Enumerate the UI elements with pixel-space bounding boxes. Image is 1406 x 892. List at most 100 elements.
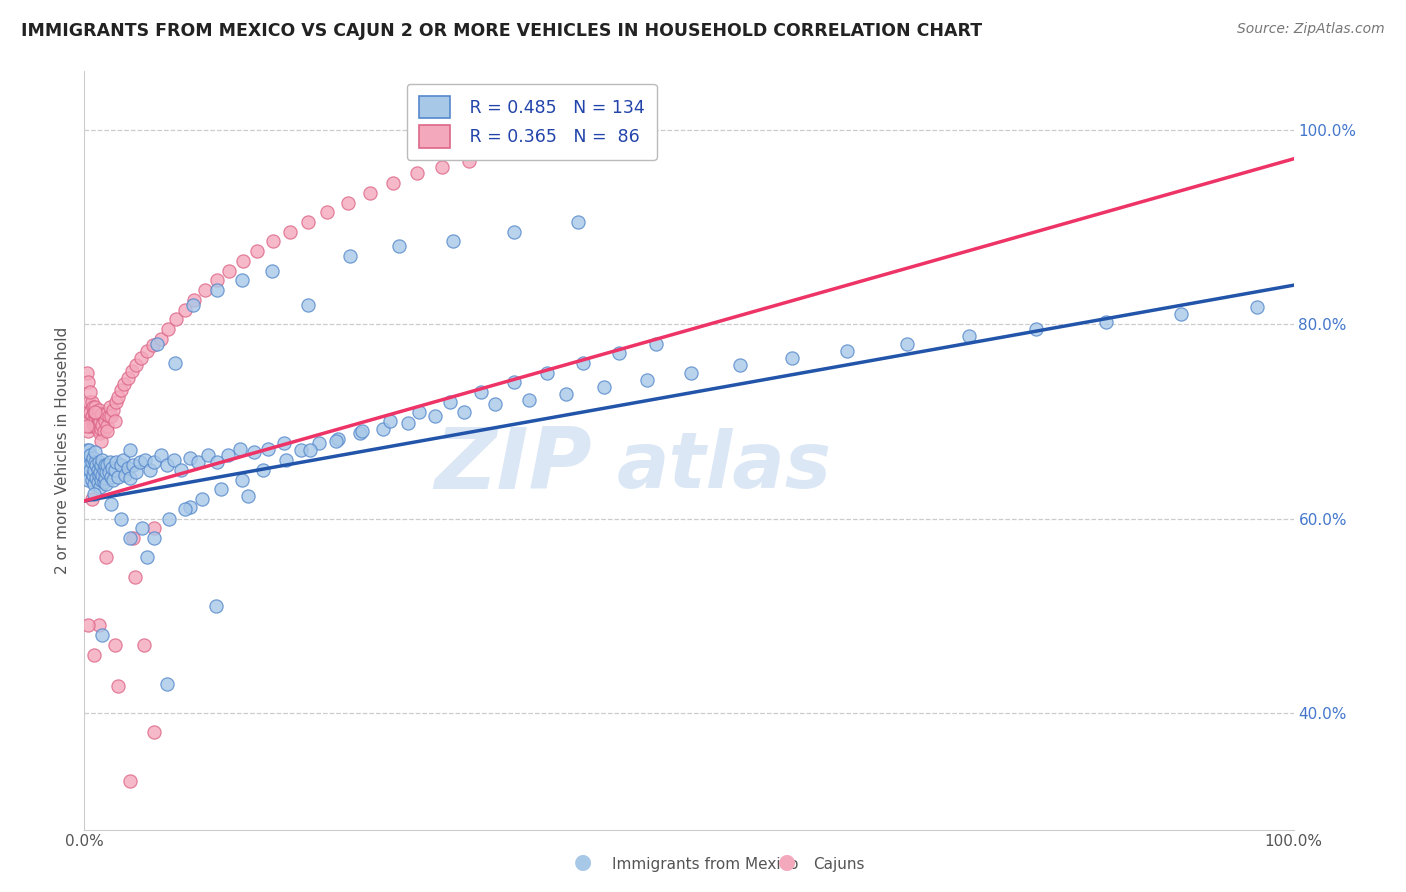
Point (79, 385, 101, 400)
Point (439, 395, 461, 409)
Point (181, 298, 204, 312)
Point (107, 679, 129, 693)
Point (232, 254, 254, 268)
Point (86, 422, 108, 436)
Point (114, 467, 136, 482)
Point (349, 425, 371, 440)
Point (502, 376, 524, 390)
Point (262, 235, 284, 249)
Point (87, 402, 110, 417)
Point (129, 351, 152, 365)
Point (132, 638, 155, 652)
Point (146, 336, 169, 351)
Point (517, 392, 540, 407)
Point (103, 402, 125, 417)
Point (209, 483, 232, 497)
Point (90, 473, 112, 487)
Point (112, 465, 135, 479)
Point (453, 404, 475, 418)
Point (299, 443, 322, 458)
Point (406, 166, 429, 180)
Point (84, 445, 107, 459)
Point (1025, 322, 1047, 336)
Point (77, 414, 100, 428)
Point (328, 432, 350, 446)
Point (76, 366, 98, 380)
Point (607, 346, 630, 360)
Point (124, 570, 146, 584)
Point (157, 511, 180, 525)
Point (308, 435, 330, 450)
Point (636, 374, 658, 388)
Point (125, 358, 148, 372)
Point (457, 153, 479, 168)
Point (138, 463, 160, 477)
Point (91, 418, 114, 433)
Point (396, 416, 419, 430)
Point (103, 473, 125, 487)
Point (94, 458, 117, 472)
Point (101, 461, 124, 475)
Point (84, 455, 107, 469)
Point (190, 491, 212, 506)
Point (93, 475, 115, 489)
Point (82, 414, 104, 428)
Point (84, 400, 107, 414)
Point (83, 648, 105, 662)
Legend:  R = 0.485   N = 134,  R = 0.365   N =  86: R = 0.485 N = 134, R = 0.365 N = 86 (406, 84, 657, 160)
Point (388, 239, 411, 253)
Point (252, 463, 274, 477)
Point (80, 395, 103, 409)
Point (86, 471, 108, 485)
Point (94, 414, 117, 428)
Point (91, 628, 114, 642)
Point (837, 344, 859, 359)
Point (104, 638, 127, 652)
Point (89, 414, 111, 428)
Point (179, 500, 201, 514)
Point (125, 465, 148, 479)
Point (276, 453, 298, 467)
Point (536, 366, 558, 380)
Point (84, 404, 107, 418)
Point (896, 336, 918, 351)
Point (87, 455, 110, 469)
Point (83, 419, 105, 434)
Text: Immigrants from Mexico: Immigrants from Mexico (612, 857, 799, 872)
Point (84, 414, 107, 428)
Point (104, 395, 127, 409)
Point (77, 443, 100, 458)
Point (143, 725, 166, 739)
Point (86, 463, 108, 477)
Text: atlas: atlas (616, 427, 831, 504)
Point (90, 422, 112, 436)
Point (229, 442, 252, 456)
Point (83, 487, 105, 501)
Point (567, 215, 589, 229)
Point (100, 409, 122, 424)
Point (120, 774, 142, 789)
Text: Source: ZipAtlas.com: Source: ZipAtlas.com (1237, 22, 1385, 37)
Point (93, 424, 115, 438)
Point (143, 455, 166, 469)
Point (96, 458, 118, 472)
Point (79, 463, 101, 477)
Point (107, 390, 129, 404)
Point (571, 356, 593, 370)
Point (76, 463, 98, 477)
Point (278, 225, 301, 239)
Point (336, 195, 359, 210)
Point (273, 435, 295, 450)
Point (179, 451, 201, 466)
Point (554, 387, 576, 401)
Point (94, 477, 117, 491)
Point (136, 550, 159, 565)
Point (121, 531, 143, 545)
Point (77, 458, 100, 472)
Point (80, 455, 103, 469)
Point (155, 458, 177, 472)
Point (120, 443, 142, 458)
Point (117, 461, 139, 475)
Point (170, 463, 193, 477)
Point (163, 453, 186, 467)
